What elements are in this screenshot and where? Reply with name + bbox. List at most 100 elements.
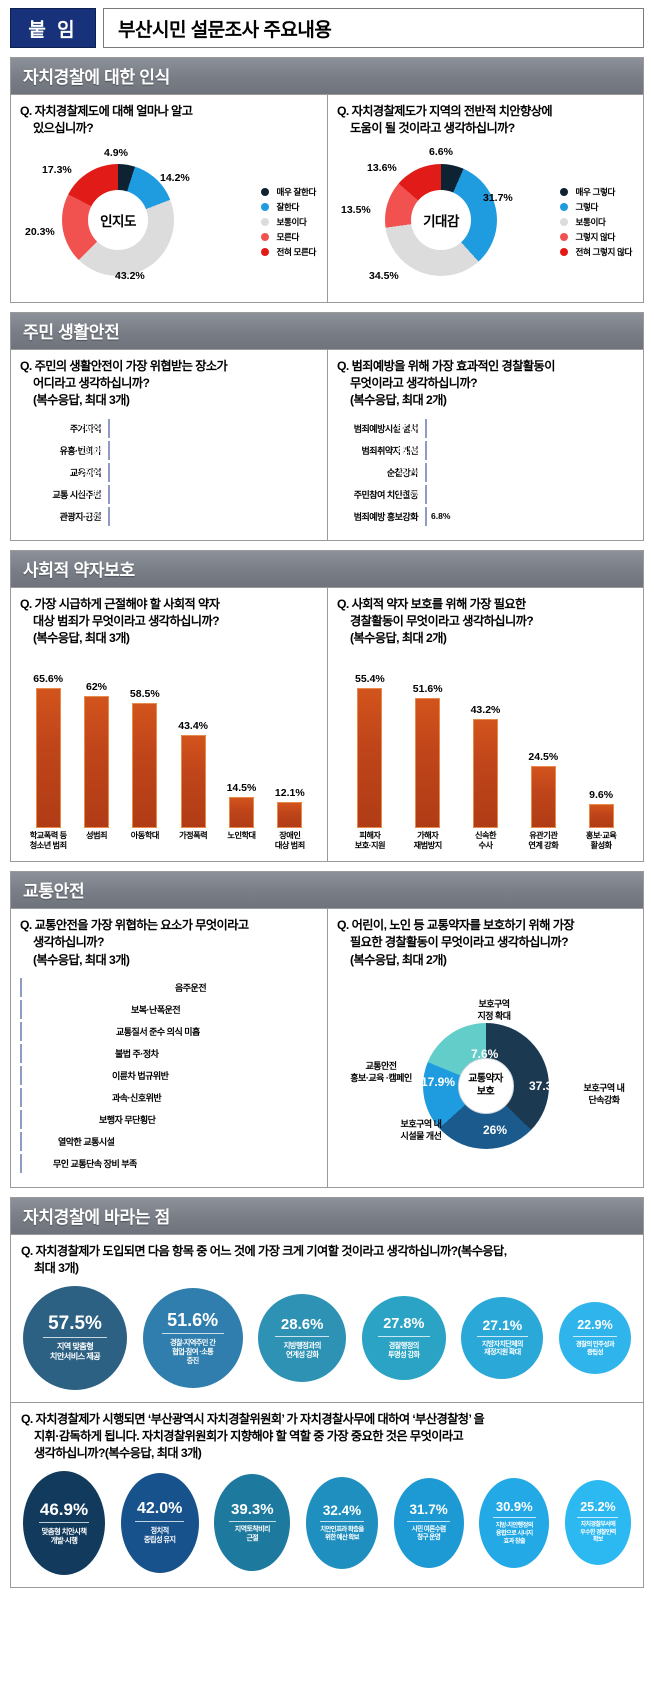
question-text: Q. 자치경찰제가 시행되면 ‘부산광역시 자치경찰위원회’ 가 자치경찰사무에… <box>21 1411 633 1463</box>
bar-category: 과속·신호위반 <box>112 1093 162 1104</box>
bar-row: 순찰강화 43.7% <box>337 462 634 482</box>
legend-label: 모른다 <box>276 231 299 242</box>
bar-row: 범죄취약지 개선 46.9% <box>337 440 634 460</box>
legend-label: 보통이다 <box>276 216 307 227</box>
question-line-2: 필요한 경찰활동이 무엇이라고 생각하십니까? <box>350 935 569 950</box>
pie-category-label: 교통안전 홍보·교육 ·캠페인 <box>350 1061 412 1083</box>
donut-value: 4.9% <box>104 146 128 159</box>
question-line-2: 지휘·감독하게 됩니다. 자치경찰위원회가 지향해야 할 역할 중 가장 중요한… <box>34 1429 464 1444</box>
bubble-label: 지방-치안행정의 융합으로 시너지 효과 창출 <box>495 1522 534 1545</box>
bar-row: 26.9% 보행자 무단횡단 <box>20 1110 318 1130</box>
question-text: Q. 자치경찰제가 도입되면 다음 항목 중 어느 것에 가장 크게 기여할 것… <box>21 1243 633 1278</box>
question-line-2: 대상 범죄가 무엇이라고 생각하십니까? <box>33 613 220 628</box>
bubble-item: 46.9% 맞춤형 치안시책 개발·시행 <box>23 1470 105 1575</box>
legend-item: 모른다 <box>261 231 316 243</box>
bubble-item: 22.9% 경찰의 민주성과 중립성 <box>558 1301 631 1374</box>
bar-row: 관광지·공원 18% <box>20 506 318 526</box>
axis-label: 가정폭력 <box>179 830 208 840</box>
bar <box>530 765 556 828</box>
bar-category: 무인 교통단속 장비 부족 <box>53 1159 137 1170</box>
expectation-donut-chart: 기대감 6.6% 31.7% 34.5% 13.5% 13.6% 매우 그렇다 <box>337 142 634 292</box>
axis-label: 가해자 재범방지 <box>413 830 443 850</box>
bar-value: 24.5% <box>528 750 559 763</box>
crime-prevention-bars: 범죄예방시설 설치 67.4% 범죄취약지 개선 46.9% 순찰강화 43.7… <box>337 418 634 526</box>
panel-traffic-risk: Q. 교통안전을 가장 위협하는 요소가 무엇이라고 생각하십니까? (복수응답… <box>11 909 327 1187</box>
bubble-divider <box>406 1520 451 1522</box>
axis-label: 아동학대 <box>130 830 160 840</box>
bar-column: 58.5% <box>121 688 169 828</box>
bar <box>35 687 61 828</box>
bubble-item: 27.8% 경찰행정의 투명성 강화 <box>361 1295 446 1380</box>
bar-value: 12.1% <box>274 786 305 799</box>
bar-value: 39.2% <box>27 1004 52 1015</box>
donut-ring: 기대감 <box>385 163 497 276</box>
bar-value: 18% <box>86 511 104 522</box>
page-title: 부산시민 설문조사 주요내용 <box>103 8 644 48</box>
legend-item: 매우 잘한다 <box>261 186 316 198</box>
bar-category: 보행자 무단횡단 <box>99 1115 156 1126</box>
axis-label: 홍보·교육 활성화 <box>585 830 617 850</box>
legend-label: 잘한다 <box>276 201 299 212</box>
bar-value: 55.4% <box>355 672 385 685</box>
bubble-label: 지역 맞춤형 치안서비스 제공 <box>49 1341 101 1361</box>
legend-item: 보통이다 <box>560 216 632 228</box>
bubble-item: 28.6% 지방행정과의 연계성 강화 <box>258 1293 347 1382</box>
legend-label: 전혀 그렇지 않다 <box>575 246 632 257</box>
pie-category-label: 보호구역 지정 확대 <box>477 999 511 1021</box>
bubble-divider <box>228 1521 276 1522</box>
section-title: 주민 생활안전 <box>11 312 643 350</box>
legend-label: 매우 잘한다 <box>276 186 316 197</box>
legend-label: 보통이다 <box>575 216 606 227</box>
pie-category-label: 보호구역 내 단속강화 <box>583 1083 625 1105</box>
bubble-divider <box>577 1517 619 1519</box>
donut-value: 17.3% <box>42 163 72 176</box>
bubble-item: 31.7% 시민 여론수렴 창구 운영 <box>393 1477 464 1568</box>
bar-row: 주민참여 치안활동 15.6% <box>337 484 634 504</box>
bar-row: 32.0% 이륜차 법규위반 <box>20 1066 318 1086</box>
bubble-divider <box>319 1521 365 1522</box>
contribution-bubbles: 57.5% 지역 맞춤형 치안서비스 제공 51.6% 경찰-지역주민 간 협업·참… <box>21 1285 633 1390</box>
section-title: 교통안전 <box>11 872 643 910</box>
bubble-value: 27.8% <box>383 1316 425 1333</box>
pie-category-label: 보호구역 내 시설물 개선 <box>400 1119 442 1141</box>
bar-category: 불법 주·정차 <box>115 1049 159 1060</box>
bubble-value: 28.6% <box>280 1315 324 1333</box>
bar-value: 14.5% <box>226 781 257 794</box>
question-text: Q. 교통안전을 가장 위협하는 요소가 무엇이라고 생각하십니까? (복수응답… <box>20 917 318 969</box>
bubble-value: 32.4% <box>322 1502 362 1518</box>
attachment-tag: 붙 임 <box>10 8 96 48</box>
question-line-1: Q. 가장 시급하게 근절해야 할 사회적 약자 <box>20 596 220 611</box>
question-line-3: (복수응답, 최대 3개) <box>33 393 130 408</box>
bar-row: 교육지역 25.8% <box>20 462 318 482</box>
pie-value: 17.9% <box>421 1075 456 1090</box>
title-bar: 붙 임 부산시민 설문조사 주요내용 <box>10 8 644 48</box>
bar-row: 55.7% 음주운전 <box>20 978 318 998</box>
bubble-item: 39.3% 지역토착비리 근절 <box>214 1474 291 1572</box>
question-text: Q. 자치경찰제도에 대해 얼마나 알고 있으십니까? <box>20 103 318 138</box>
bar-category: 범죄예방시설 설치 <box>353 423 419 434</box>
bar <box>132 702 158 828</box>
question-text: Q. 자치경찰제도가 지역의 전반적 치안향상에 도움이 될 것이라고 생각하십… <box>337 103 634 138</box>
vulnerable-protection-axis-labels: 피해자 보호·지원 가해자 재범방지 신속한 수사 유관기관 연계 강화 홍보·교육 활성… <box>337 828 634 852</box>
bubble-label: 지방자치단체의 재정지원 확대 <box>481 1340 523 1357</box>
committee-role-bubbles: 46.9% 맞춤형 치안시책 개발·시행 42.0% 정치적 중립성 유지 39.3… <box>21 1470 633 1575</box>
vulnerable-crime-axis-labels: 학교폭력 등 청소년 범죄 성범죄 아동학대 가정폭력 노인학대 장애인 대상 범죄 <box>20 828 318 852</box>
legend-label: 매우 그렇다 <box>575 186 615 197</box>
axis-label: 노인학대 <box>227 830 256 840</box>
bar-category: 주거지역 <box>69 423 102 434</box>
bar-value: 62% <box>85 680 107 693</box>
donut-center-label: 인지도 <box>100 213 136 229</box>
vulnerable-protection-bars: 55.4% 51.6% 43.2% 24.5% <box>337 660 634 828</box>
question-line-2: 경찰활동이 무엇이라고 생각하십니까? <box>350 613 534 628</box>
panel-committee-role: Q. 자치경찰제가 시행되면 ‘부산광역시 자치경찰위원회’ 가 자치경찰사무에… <box>11 1401 643 1587</box>
axis-label: 신속한 수사 <box>474 830 497 850</box>
bubble-value: 42.0% <box>136 1500 183 1518</box>
bar-row: 39.2% 보복·난폭운전 <box>20 1000 318 1020</box>
bubble-value: 22.9% <box>577 1318 613 1333</box>
bubble-divider <box>274 1335 330 1337</box>
question-line-3: (복수응답, 최대 2개) <box>350 952 447 967</box>
bar-value: 43.7% <box>396 467 421 478</box>
donut-value: 34.5% <box>369 269 399 282</box>
bubble-value: 51.6% <box>167 1309 219 1330</box>
pie-value: 26% <box>483 1123 508 1138</box>
